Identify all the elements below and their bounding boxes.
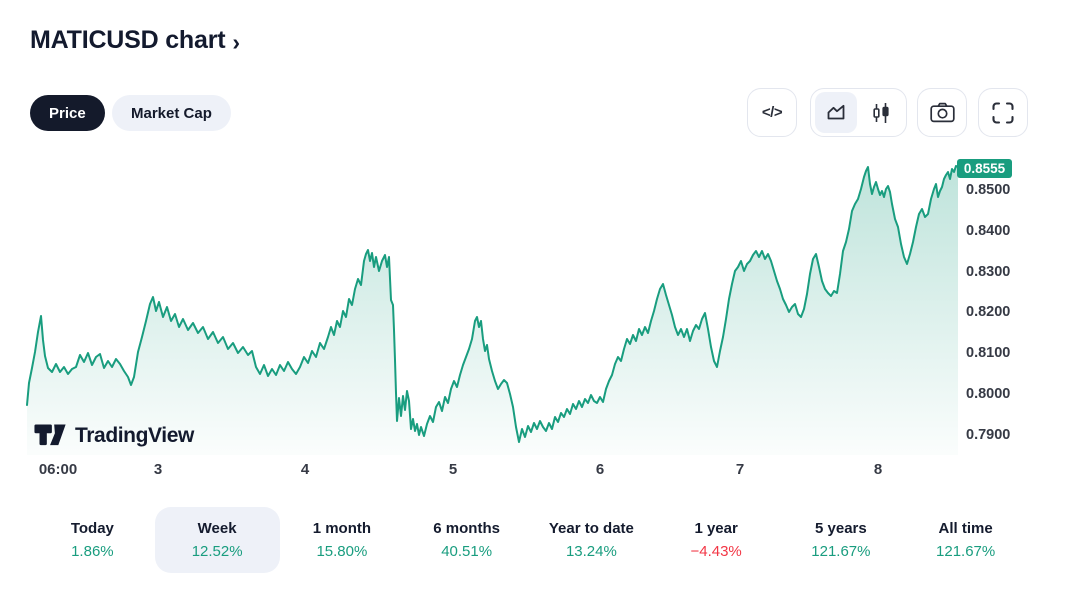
page-title: MATICUSD chart xyxy=(30,26,226,54)
period-label: Year to date xyxy=(548,520,634,537)
chart-type-toggle xyxy=(810,88,907,137)
snapshot-button[interactable] xyxy=(917,88,967,137)
price-axis-label: 0.8300 xyxy=(966,264,1011,280)
price-chart[interactable] xyxy=(24,152,958,456)
candlestick-button[interactable] xyxy=(861,92,903,133)
period-item-5-years[interactable]: 5 years 121.67% xyxy=(779,507,904,573)
time-axis-label: 4 xyxy=(300,461,310,478)
period-label: 6 months xyxy=(433,520,500,537)
price-area xyxy=(27,166,958,455)
tradingview-logo-icon xyxy=(34,424,66,446)
time-axis-label: 3 xyxy=(153,461,163,478)
tradingview-logo[interactable]: TradingView xyxy=(34,423,194,448)
area-chart-icon xyxy=(827,104,845,119)
tradingview-logo-text: TradingView xyxy=(75,423,194,447)
current-price-badge: 0.8555 xyxy=(957,159,1012,178)
period-item-1-month[interactable]: 1 month 15.80% xyxy=(280,507,405,573)
candlestick-icon xyxy=(873,102,889,123)
code-icon: </> xyxy=(761,104,783,121)
period-row: Today 1.86% Week 12.52% 1 month 15.80% 6… xyxy=(30,507,1028,573)
period-item-week[interactable]: Week 12.52% xyxy=(154,507,280,573)
price-axis-label: 0.8000 xyxy=(966,386,1011,402)
price-toggle-button[interactable]: Price xyxy=(30,95,105,131)
chevron-right-icon: › xyxy=(232,28,241,55)
time-axis: 06:00 3 4 5 6 7 8 xyxy=(0,461,1068,479)
period-item-1-year[interactable]: 1 year −4.43% xyxy=(654,507,779,573)
time-axis-label: 7 xyxy=(735,461,745,478)
fullscreen-button[interactable] xyxy=(978,88,1028,137)
period-value: 121.67% xyxy=(936,543,996,560)
time-axis-label: 6 xyxy=(595,461,605,478)
period-label: Week xyxy=(197,520,237,537)
period-label: 1 month xyxy=(312,520,372,537)
period-label: All time xyxy=(938,520,993,537)
price-axis-label: 0.7900 xyxy=(966,427,1011,443)
price-axis-label: 0.8200 xyxy=(966,304,1011,320)
price-axis-label: 0.8100 xyxy=(966,345,1011,361)
period-value: 12.52% xyxy=(191,543,243,560)
time-axis-label: 06:00 xyxy=(38,461,78,478)
page-title-link[interactable]: MATICUSD chart › xyxy=(30,26,240,55)
period-value: 121.67% xyxy=(811,543,871,560)
period-value: 40.51% xyxy=(441,543,493,560)
period-item-today[interactable]: Today 1.86% xyxy=(30,507,155,573)
price-line xyxy=(26,165,958,443)
period-item-all-time[interactable]: All time 121.67% xyxy=(903,507,1028,573)
period-value: −4.43% xyxy=(690,543,742,560)
time-axis-label: 8 xyxy=(873,461,883,478)
price-axis-label: 0.8500 xyxy=(966,182,1011,198)
period-label: Today xyxy=(70,520,114,537)
period-label: 1 year xyxy=(694,520,738,537)
time-axis-label: 5 xyxy=(448,461,458,478)
area-chart-button[interactable] xyxy=(815,92,857,133)
period-item-6-months[interactable]: 6 months 40.51% xyxy=(404,507,529,573)
period-value: 15.80% xyxy=(316,543,368,560)
fullscreen-icon xyxy=(992,101,1014,124)
period-value: 1.86% xyxy=(71,543,114,560)
price-axis-label: 0.8400 xyxy=(966,223,1011,239)
period-item-year-to-date[interactable]: Year to date 13.24% xyxy=(529,507,654,573)
period-label: 5 years xyxy=(815,520,867,537)
embed-code-button[interactable]: </> xyxy=(747,88,797,137)
period-value: 13.24% xyxy=(565,543,617,560)
market-cap-toggle-button[interactable]: Market Cap xyxy=(112,95,231,131)
camera-icon xyxy=(929,102,955,123)
